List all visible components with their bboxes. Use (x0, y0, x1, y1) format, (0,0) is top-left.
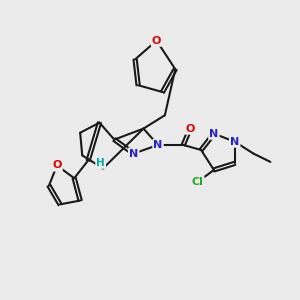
Text: O: O (152, 36, 161, 46)
Text: O: O (52, 160, 62, 170)
Text: O: O (185, 124, 195, 134)
Text: N: N (153, 140, 163, 150)
Text: H: H (96, 158, 105, 168)
Text: Cl: Cl (192, 177, 203, 187)
Text: N: N (129, 148, 138, 159)
Text: N: N (209, 129, 218, 139)
Text: N: N (230, 137, 239, 147)
